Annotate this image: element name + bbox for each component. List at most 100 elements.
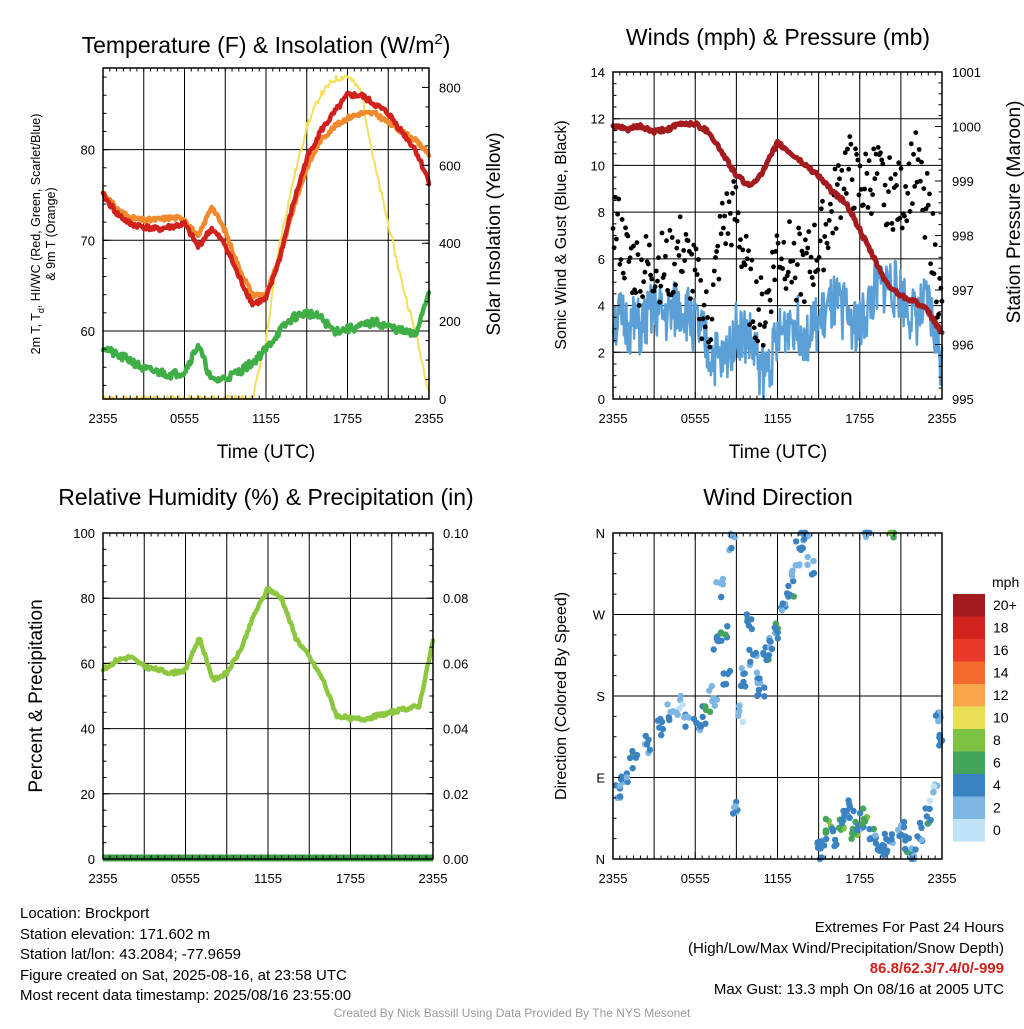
x-tick-label: 1155 — [252, 411, 280, 426]
gust-point — [921, 186, 927, 192]
gust-point — [801, 299, 807, 304]
direction-point — [690, 715, 698, 723]
gust-point — [837, 176, 842, 182]
gust-point — [691, 242, 697, 248]
y-tick-label: 100 — [73, 526, 95, 541]
gust-point — [619, 217, 625, 222]
direction-point — [856, 810, 864, 817]
gust-point — [625, 233, 631, 239]
direction-point — [831, 836, 839, 844]
direction-point — [788, 572, 796, 579]
direction-point — [779, 600, 786, 607]
gust-point — [927, 191, 932, 197]
direction-title: Wind Direction — [703, 484, 853, 510]
gust-point — [737, 244, 742, 250]
gust-point — [708, 337, 714, 343]
gust-point — [756, 307, 762, 312]
gust-point — [863, 151, 869, 157]
gust-point — [651, 288, 657, 294]
direction-point — [930, 783, 938, 790]
colorbar-swatch — [953, 616, 985, 639]
y2-tick-label: 998 — [952, 229, 974, 244]
gust-point — [881, 202, 887, 208]
x-tick-label: 1755 — [336, 871, 365, 886]
direction-point — [713, 579, 720, 586]
station-location: Location: Brockport — [20, 905, 150, 922]
direction-point — [895, 826, 902, 834]
direction-point — [761, 693, 768, 700]
station-info: Location: Brockport Station elevation: 1… — [20, 904, 351, 1007]
gust-point — [807, 269, 813, 275]
gust-point — [669, 235, 675, 240]
direction-point — [771, 624, 778, 631]
gust-point — [661, 272, 667, 277]
gust-point — [710, 282, 716, 288]
temperature-y2label: Solar Insolation (Yellow) — [484, 132, 505, 335]
gust-point — [853, 146, 858, 152]
direction-point — [801, 535, 808, 543]
gust-point — [896, 160, 902, 166]
direction-point — [746, 646, 753, 654]
direction-point — [753, 669, 761, 676]
direction-point — [935, 718, 942, 725]
gust-point — [774, 233, 780, 239]
y-tick-label: 80 — [81, 143, 95, 158]
extremes-title: Extremes For Past 24 Hours — [814, 919, 1004, 936]
y-tick-label: N — [596, 852, 605, 867]
direction-point — [926, 805, 933, 812]
gust-point — [869, 211, 874, 217]
direction-point — [914, 833, 921, 840]
gust-point — [674, 245, 680, 251]
direction-point — [755, 686, 763, 694]
direction-point — [900, 824, 908, 831]
direction-point — [927, 816, 934, 824]
gust-point — [845, 146, 850, 152]
x-tick-label: 1155 — [764, 871, 792, 886]
gust-point — [866, 158, 872, 164]
gust-point — [874, 171, 880, 177]
colorbar-swatch — [953, 796, 985, 819]
y2-tick-label: 996 — [952, 338, 974, 353]
gust-point — [682, 258, 688, 263]
gust-point — [663, 253, 668, 259]
direction-point — [932, 712, 940, 719]
y-tick-label: 80 — [81, 591, 95, 606]
y-tick-label: 12 — [591, 112, 605, 127]
gust-point — [772, 277, 778, 283]
colorbar-label: 12 — [993, 687, 1009, 703]
direction-point — [702, 720, 709, 727]
gust-point — [645, 261, 651, 267]
direction-point — [901, 845, 909, 853]
gust-point — [862, 186, 867, 192]
gust-point — [781, 239, 787, 245]
y-tick-label: 14 — [591, 65, 605, 80]
direction-point — [696, 721, 703, 729]
credit-line: Created By Nick Bassill Using Data Provi… — [333, 1006, 691, 1020]
gust-point — [746, 248, 751, 254]
gust-point — [694, 272, 700, 277]
y2-tick-label: 0.00 — [443, 852, 468, 867]
gust-point — [690, 288, 696, 294]
gust-point — [715, 243, 721, 249]
y2-tick-label: 0.06 — [443, 656, 468, 671]
gust-point — [760, 342, 766, 348]
x-tick-label: 2355 — [89, 871, 118, 886]
y-tick-label: E — [596, 771, 605, 786]
colorbar-label: 18 — [993, 620, 1009, 636]
x-tick-label: 0555 — [681, 411, 710, 426]
x-tick-label: 2355 — [928, 871, 957, 886]
gust-point — [816, 255, 822, 260]
gust-point — [898, 166, 904, 171]
colorbar-label: 0 — [993, 822, 1001, 838]
gust-point — [735, 210, 741, 216]
gust-point — [773, 249, 779, 254]
direction-point — [718, 637, 725, 644]
direction-point — [804, 553, 811, 561]
y-tick-label: S — [596, 689, 605, 704]
gust-point — [631, 243, 636, 249]
gust-point — [640, 294, 645, 299]
direction-point — [883, 835, 890, 843]
colorbar-label: 20+ — [993, 597, 1017, 613]
station-elevation: Station elevation: 171.602 m — [20, 925, 211, 943]
